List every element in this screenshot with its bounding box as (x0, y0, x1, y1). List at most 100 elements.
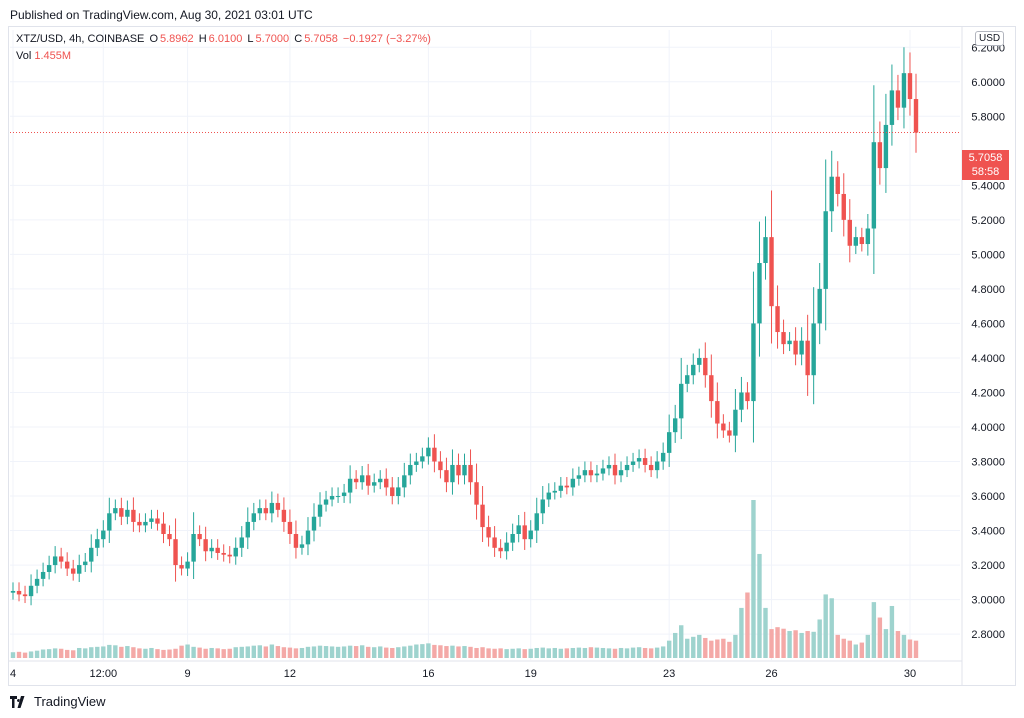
volume-bar (745, 592, 750, 658)
volume-bar (859, 642, 865, 658)
candle-body (347, 478, 353, 493)
high-label: H (198, 33, 207, 45)
candle-body (275, 502, 281, 510)
candle-body (691, 364, 696, 376)
y-tick-label: 5.8000 (971, 111, 1005, 123)
candle-body (95, 539, 100, 548)
candle-body (353, 478, 359, 483)
close-value: 5.7058 (304, 33, 338, 45)
volume-bar (468, 646, 473, 658)
y-tick-label: 5.2000 (971, 215, 1005, 227)
footer-brand[interactable]: TradingView (34, 694, 106, 709)
x-tick-label: 9 (185, 668, 191, 680)
volume-bar (173, 648, 178, 658)
candle-body (865, 228, 871, 245)
candle-body (119, 508, 124, 517)
candle-body (582, 470, 588, 476)
volume-bar (179, 645, 184, 658)
volume-bar (323, 646, 329, 658)
volume-bar (335, 646, 341, 658)
volume-bar (552, 647, 557, 658)
volume-bar (233, 647, 238, 658)
y-tick-label: 3.8000 (971, 457, 1005, 469)
volume-bar (721, 638, 726, 658)
candle-body (660, 452, 666, 462)
candle-body (311, 516, 317, 531)
candle-body (510, 534, 515, 543)
candle-body (841, 193, 846, 220)
volume-bar (95, 646, 100, 658)
volume-bar (781, 628, 786, 658)
volume-bar (474, 647, 479, 658)
candle-body (155, 518, 160, 524)
last-price-tag: 5.7058 58:58 (962, 150, 1009, 180)
volume-bar (594, 647, 600, 658)
volume-bar (528, 648, 533, 658)
candle-body (775, 306, 780, 333)
low-label: L (247, 33, 254, 45)
candle-body (685, 375, 690, 384)
volume-bar (161, 649, 166, 658)
y-tick-label: 3.0000 (971, 595, 1005, 607)
candle-body (456, 464, 461, 476)
volume-bar (510, 648, 515, 658)
last-price-value: 5.7058 (968, 152, 1003, 164)
candle-body (149, 518, 154, 522)
volume-bar (636, 647, 642, 658)
candle-body (40, 571, 46, 579)
candle-body (600, 468, 606, 474)
candle-body (281, 509, 287, 522)
bar-countdown: 58:58 (971, 166, 1000, 178)
y-tick-label: 5.0000 (971, 249, 1005, 261)
volume-bar (432, 644, 437, 658)
volume-bar (666, 640, 672, 658)
candle-body (835, 176, 840, 194)
candle-body (606, 464, 612, 469)
candle-body (125, 509, 130, 517)
volume-bar (221, 649, 226, 658)
candle-body (618, 470, 624, 476)
x-tick-label: 12:00 (90, 668, 118, 680)
candle-body (871, 142, 877, 229)
candle-body (167, 534, 172, 540)
symbol-label[interactable]: XTZ/USD, 4h, COINBASE (16, 33, 145, 45)
volume-bar (438, 645, 443, 658)
volume-bar (823, 594, 828, 658)
volume-bar (185, 644, 190, 658)
candle-body (365, 475, 371, 486)
candle-body (77, 565, 82, 574)
candle-body (853, 237, 858, 246)
candle-body (257, 508, 263, 514)
candle-body (703, 357, 708, 376)
candle-body (654, 461, 660, 471)
candle-body (426, 447, 431, 457)
volume-bar (143, 648, 148, 658)
candle-body (642, 458, 648, 465)
volume-bar (365, 646, 371, 658)
volume-bar (606, 648, 612, 658)
volume-bar (697, 634, 702, 658)
volume-bar (865, 634, 871, 658)
candle-body (907, 73, 913, 100)
candle-body (847, 219, 852, 246)
candle-body (22, 594, 28, 597)
candle-body (648, 464, 654, 471)
volume-bar (125, 646, 130, 658)
candle-body (486, 527, 491, 538)
volume-bar (793, 630, 798, 658)
volume-bar (618, 647, 624, 658)
volume-bar (901, 634, 907, 658)
volume-bar (359, 645, 365, 658)
volume-bar (305, 646, 311, 658)
y-tick-label: 4.2000 (971, 387, 1005, 399)
volume-bar (648, 648, 654, 658)
x-tick-label: 4 (10, 668, 16, 680)
volume-bar (630, 647, 636, 658)
currency-button[interactable]: USD (975, 31, 1005, 46)
volume-bar (805, 631, 810, 658)
candle-body (757, 263, 762, 324)
volume-bar (504, 649, 509, 658)
volume-bar (558, 648, 564, 658)
